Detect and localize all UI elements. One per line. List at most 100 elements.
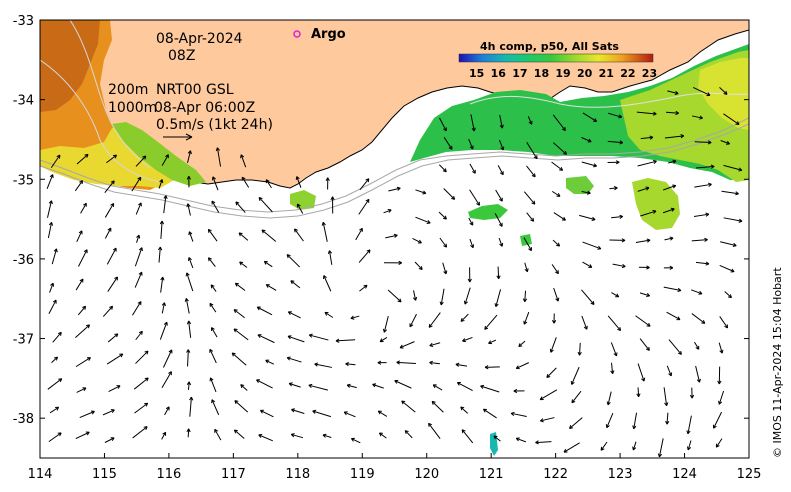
current-arrow (581, 190, 591, 195)
sst-patch-4 (520, 234, 532, 246)
current-arrow (605, 412, 614, 429)
current-arrow (606, 391, 612, 406)
contour-1000m (40, 123, 749, 219)
current-arrow (551, 161, 564, 171)
current-arrow (186, 428, 191, 438)
current-arrow (686, 440, 692, 451)
current-arrow (691, 313, 706, 324)
current-arrow (135, 202, 142, 215)
y-tick-label: -35 (13, 173, 34, 188)
current-arrow (231, 352, 247, 366)
legend-ticks: 15 16 17 18 19 20 21 22 23 (469, 67, 657, 80)
legend-tick-label: 16 (491, 67, 507, 80)
product-label: NRT00 GSL (156, 82, 234, 98)
current-arrow (717, 366, 722, 385)
current-arrow (238, 232, 249, 241)
current-arrow (372, 383, 384, 389)
plot-frame (39, 19, 750, 459)
current-arrow (259, 409, 274, 418)
current-arrow (663, 265, 674, 270)
current-arrow (498, 139, 505, 151)
current-arrow (723, 164, 743, 172)
current-arrow (694, 341, 700, 350)
current-arrow (76, 230, 83, 242)
current-arrow (693, 212, 710, 218)
current-arrow (482, 408, 497, 419)
legend-title: 4h comp, p50, All Sats (480, 40, 619, 53)
current-arrow (523, 237, 532, 252)
current-arrow (484, 314, 498, 330)
current-arrow (104, 202, 115, 218)
current-arrow (720, 241, 737, 248)
current-arrow (234, 282, 246, 291)
current-arrow (158, 179, 164, 189)
current-arrow (240, 384, 248, 391)
current-arrow (428, 312, 441, 328)
current-arrow (104, 180, 115, 194)
current-arrow (162, 349, 173, 368)
current-arrow (518, 340, 526, 348)
current-arrow (388, 186, 401, 192)
x-tick-label: 124 (672, 467, 697, 482)
current-arrow (186, 381, 192, 390)
y-tick-label: -34 (13, 94, 34, 109)
x-tick-label: 123 (608, 467, 633, 482)
current-arrow (611, 214, 624, 219)
current-arrow (286, 356, 302, 363)
current-arrow (265, 179, 272, 189)
sst-patch-1 (468, 204, 508, 220)
current-arrow (327, 250, 333, 265)
current-arrow (358, 198, 370, 215)
current-arrow (539, 389, 558, 401)
current-arrow (157, 246, 163, 263)
current-arrow (387, 289, 402, 303)
current-arrow (665, 412, 670, 425)
current-arrow (107, 276, 119, 292)
current-arrow (439, 117, 447, 132)
sst-south-plume (632, 178, 680, 230)
current-arrow (686, 415, 692, 435)
current-arrow (721, 190, 739, 196)
current-arrow (609, 238, 626, 243)
y-tick-label: -37 (13, 333, 34, 348)
current-arrow (258, 196, 273, 213)
current-arrow (378, 432, 387, 439)
current-arrow (415, 189, 427, 195)
current-arrow (719, 265, 735, 273)
current-arrow (690, 289, 703, 295)
current-arrow (607, 140, 624, 145)
current-arrow (553, 212, 566, 221)
current-arrow (211, 200, 220, 213)
current-arrow (582, 112, 598, 122)
x-axis: 114 115 116 117 118 119 120 121 122 123 124 125 (28, 453, 761, 482)
current-arrow (696, 164, 715, 169)
contour-inner-1 (40, 59, 161, 183)
current-arrow (640, 209, 657, 217)
legend-colorbar (458, 53, 654, 63)
current-arrow (462, 336, 473, 343)
current-arrow (460, 313, 469, 322)
y-tick-label: -33 (13, 14, 34, 29)
current-arrow (324, 311, 334, 318)
current-arrow (350, 437, 361, 444)
current-arrow (261, 229, 277, 242)
current-arrow (163, 195, 168, 214)
current-arrow (239, 261, 248, 268)
current-arrow (51, 248, 58, 265)
current-arrow (666, 311, 681, 321)
contour-inner-3 (469, 92, 749, 108)
current-arrow (535, 440, 552, 445)
current-arrow (187, 257, 194, 269)
current-arrow (233, 328, 249, 341)
current-arrow (581, 137, 592, 143)
current-arrow (161, 154, 169, 166)
current-arrow (209, 302, 217, 313)
current-arrow (377, 410, 388, 417)
current-arrow (469, 163, 476, 174)
current-arrow (695, 261, 710, 266)
current-arrow (383, 260, 403, 265)
current-arrow (552, 142, 567, 155)
current-arrow (52, 331, 62, 343)
current-arrow (48, 299, 57, 314)
current-vector-field (46, 87, 743, 458)
